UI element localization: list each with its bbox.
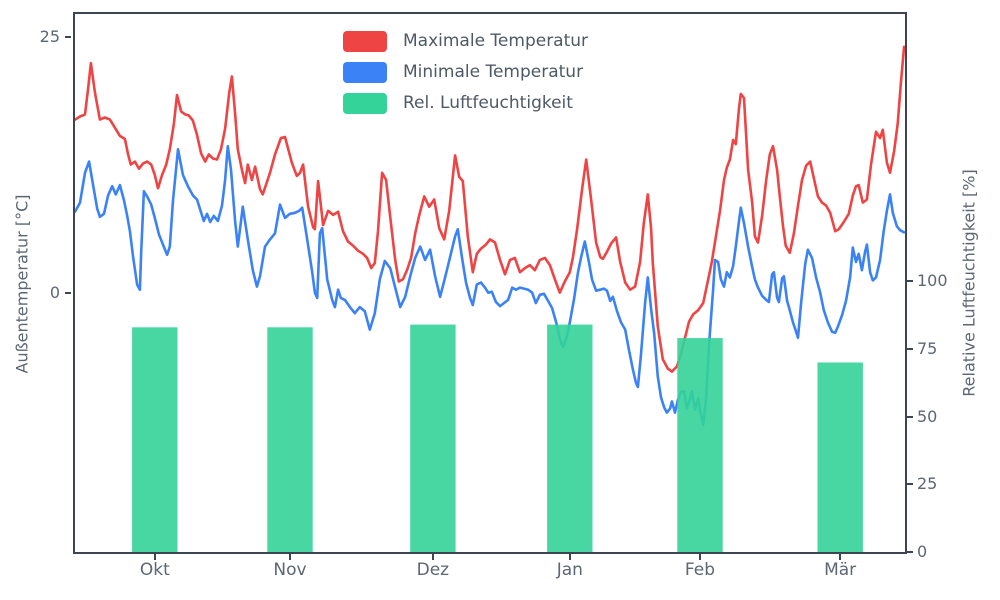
left-tick-label-25: 25 [39, 26, 60, 46]
x-tick-label-Okt: Okt [139, 560, 170, 580]
humidity-bar-Mär [817, 362, 863, 552]
right-tick-label-0: 0 [917, 542, 928, 561]
legend: Maximale Temperatur Minimale Temperatur … [343, 31, 588, 114]
x-tick-label-Jan: Jan [556, 560, 583, 580]
right-tick-label-75: 75 [917, 338, 938, 358]
right-tick-label-25: 25 [917, 474, 938, 494]
x-tick [153, 554, 156, 560]
humidity-swatch-icon [343, 93, 387, 114]
x-tick [431, 554, 434, 560]
right-tick-label-50: 50 [917, 406, 938, 426]
x-tick-label-Nov: Nov [273, 560, 307, 580]
max-temp-swatch-icon [343, 31, 387, 52]
min-temp-swatch-icon [343, 62, 387, 83]
x-tick [698, 554, 701, 560]
humidity-bar-Nov [267, 327, 313, 552]
min-temp-line [75, 144, 905, 427]
humidity-bar-Feb [677, 338, 723, 552]
x-tick-label-Mär: Mär [824, 560, 857, 580]
legend-item-min-temp: Minimale Temperatur [343, 62, 588, 83]
x-tick-label-Dez: Dez [416, 560, 450, 580]
right-axis-title: Relative Luftfeuchtigkeit [%] [959, 169, 979, 397]
legend-item-max-temp: Maximale Temperatur [343, 31, 588, 52]
x-tick [839, 554, 842, 560]
right-tick [907, 551, 913, 553]
x-tick [568, 554, 571, 560]
plot-canvas [75, 45, 905, 552]
humidity-bar-Okt [132, 327, 178, 552]
right-tick-label-100: 100 [917, 271, 948, 291]
right-tick [907, 415, 913, 418]
legend-label-max-temp: Maximale Temperatur [403, 31, 589, 51]
right-tick [907, 347, 913, 350]
plot-area [73, 12, 907, 554]
left-tick [65, 35, 71, 38]
right-tick [907, 483, 913, 486]
legend-label-humidity: Rel. Luftfeuchtigkeit [403, 93, 573, 113]
humidity-bar-Dez [410, 324, 456, 552]
legend-label-min-temp: Minimale Temperatur [403, 62, 584, 82]
max-temp-line [75, 45, 905, 373]
left-tick [65, 291, 71, 294]
x-tick [288, 554, 291, 560]
right-tick [907, 280, 913, 283]
x-tick-label-Feb: Feb [684, 560, 716, 580]
humidity-bar-Jan [547, 324, 593, 552]
left-tick-label-0: 0 [49, 282, 60, 302]
legend-item-humidity: Rel. Luftfeuchtigkeit [343, 93, 588, 114]
